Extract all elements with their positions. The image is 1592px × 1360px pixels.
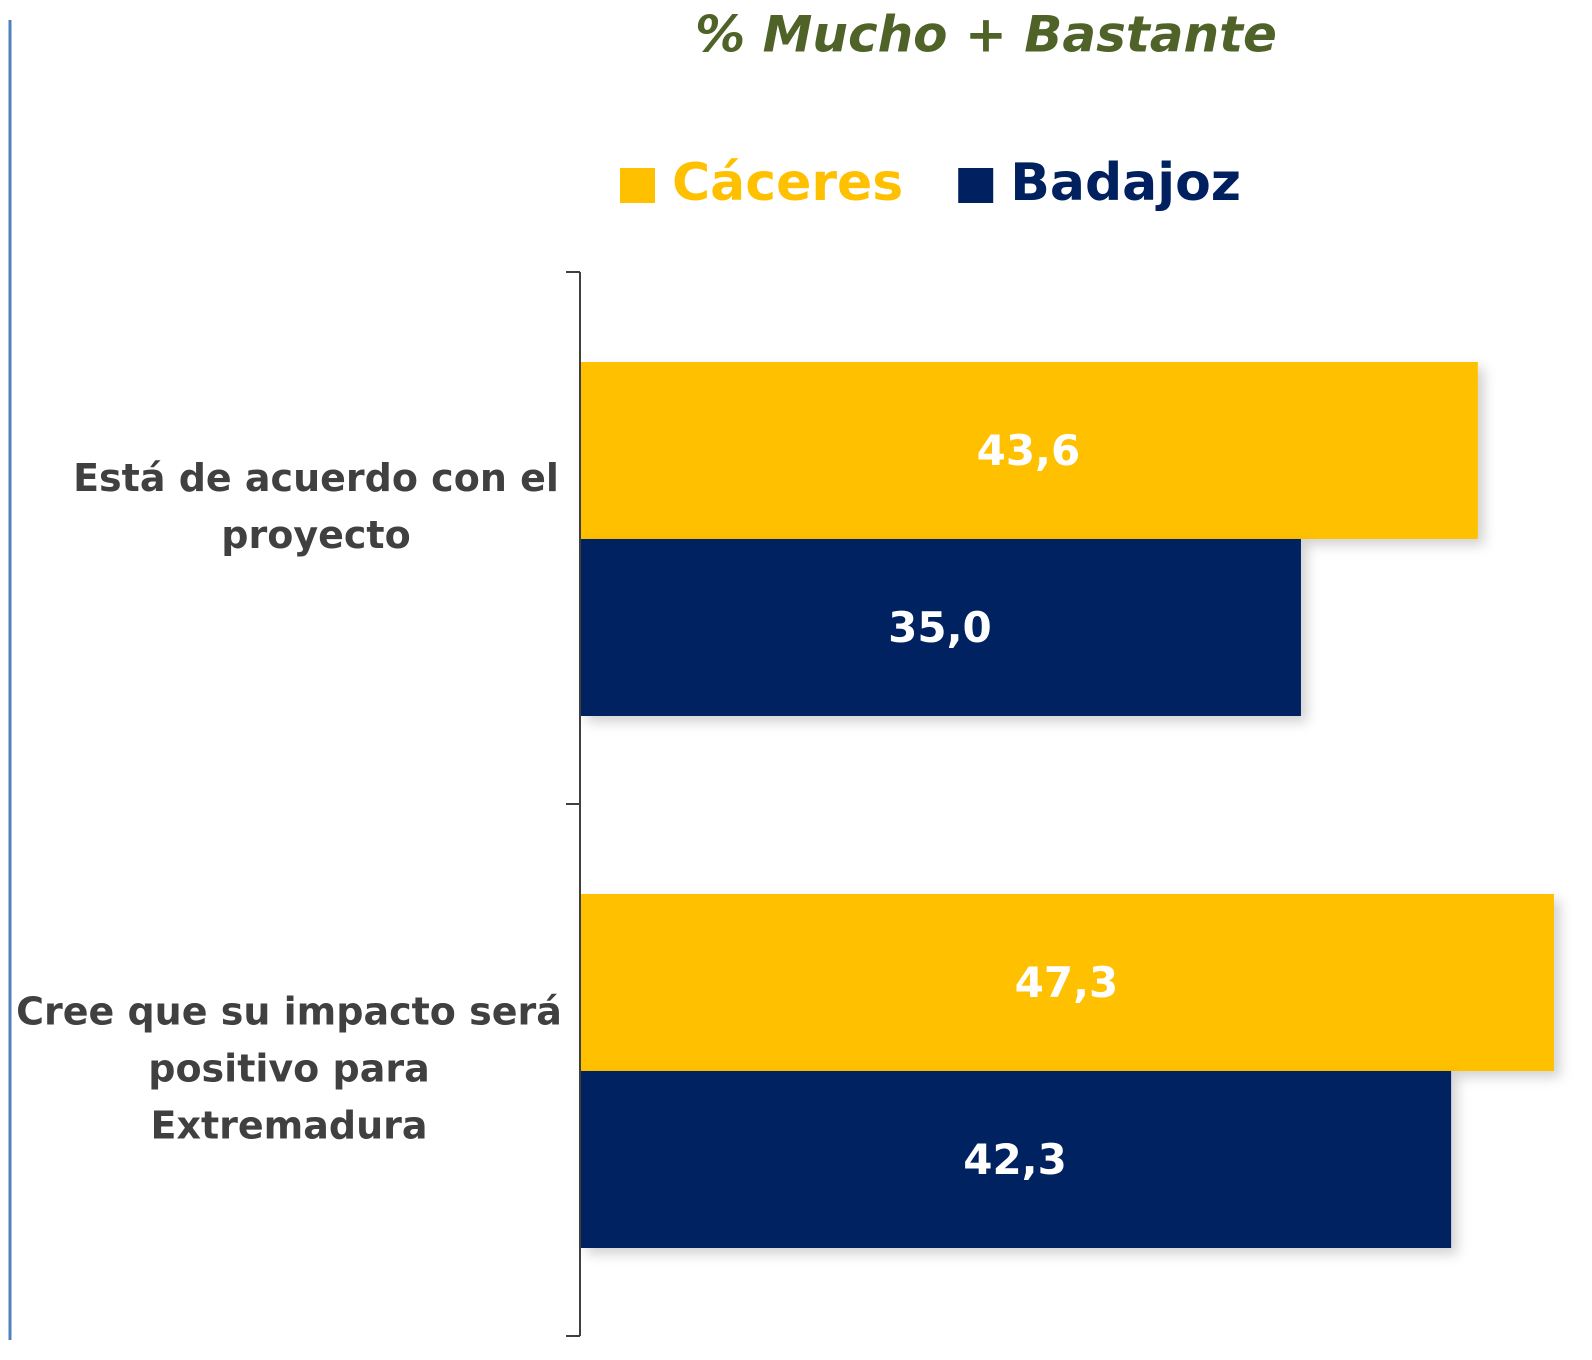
bar: [581, 894, 1554, 1071]
legend-swatch: [620, 168, 655, 203]
category-label: positivo para: [148, 1047, 429, 1091]
bar: [581, 1071, 1452, 1248]
value-label: 43,6: [977, 426, 1081, 475]
legend-label: Cáceres: [672, 153, 903, 213]
category-label: Está de acuerdo con el: [73, 456, 559, 500]
category-label: proyecto: [221, 513, 410, 557]
bar: [581, 539, 1301, 716]
value-label: 35,0: [888, 603, 992, 652]
value-label: 42,3: [963, 1135, 1067, 1184]
bar: [581, 362, 1478, 539]
legend-label: Badajoz: [1010, 153, 1241, 213]
category-label: Cree que su impacto será: [16, 990, 562, 1034]
legend-swatch: [958, 168, 994, 203]
chart-title: % Mucho + Bastante: [695, 6, 1277, 64]
value-label: 47,3: [1015, 958, 1119, 1007]
category-label: Extremadura: [150, 1104, 427, 1148]
